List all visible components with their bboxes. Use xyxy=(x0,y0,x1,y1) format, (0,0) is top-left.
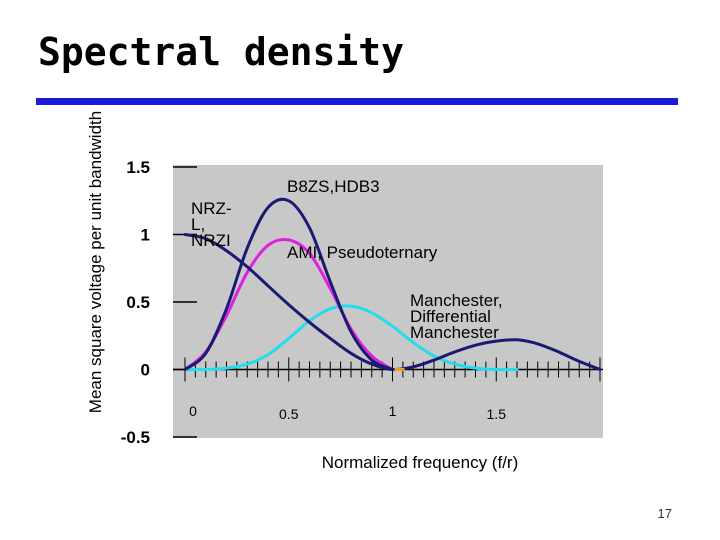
annotations: NRZ-L,NRZI B8ZS,HDB3 AMI, Pseudoternary Man… xyxy=(191,177,503,342)
series-lines xyxy=(183,197,602,372)
chart-title: Spectral density xyxy=(38,30,405,74)
annotation-nrz-line: NRZI xyxy=(191,231,231,250)
x-tick-label: 1 xyxy=(389,403,397,419)
page-number: 17 xyxy=(657,506,672,521)
annotation-b8zs-line: B8ZS,HDB3 xyxy=(287,177,380,196)
series-line-manchester xyxy=(183,304,519,372)
annotation-nrz-line: L, xyxy=(191,215,205,234)
annotation-manchester-line: Differential xyxy=(410,307,491,326)
series-line-b8zs xyxy=(183,197,394,371)
annotation-manchester-line: Manchester, xyxy=(410,291,503,310)
annotation-manchester-line: Manchester xyxy=(410,323,499,342)
x-tick-label: 1.5 xyxy=(487,406,507,422)
annotation-ami-line: AMI, Pseudoternary xyxy=(287,243,438,262)
y-tick-label: 1 xyxy=(141,226,150,245)
title-underline xyxy=(36,98,678,105)
annotation-nrz-line: NRZ- xyxy=(191,199,232,218)
y-tick-label: 0.5 xyxy=(126,293,150,312)
x-tick-label: 0.5 xyxy=(279,406,299,422)
x-axis-label: Normalized frequency (f/r) xyxy=(322,453,519,472)
axis-tick-labels: 1.5 1 0.5 0 -0.5 0 0.5 1 1.5 xyxy=(121,158,506,447)
y-tick-label: 0 xyxy=(141,361,150,380)
y-tick-label: 1.5 xyxy=(126,158,150,177)
x-tick-label: 0 xyxy=(189,403,197,419)
plot-background xyxy=(173,165,603,438)
y-tick-label: -0.5 xyxy=(121,428,150,447)
